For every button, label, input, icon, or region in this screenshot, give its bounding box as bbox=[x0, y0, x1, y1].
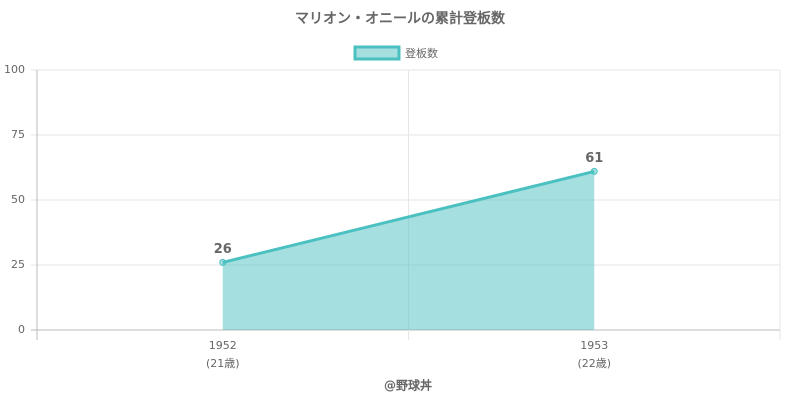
y-tick-label: 25 bbox=[11, 258, 25, 271]
y-tick-label: 100 bbox=[4, 63, 25, 76]
area bbox=[222, 171, 595, 330]
data-label: 26 bbox=[214, 242, 232, 257]
data-label: 61 bbox=[585, 151, 603, 166]
chart-title: マリオン・オニールの累計登板数 bbox=[295, 10, 506, 27]
y-tick-label: 50 bbox=[11, 193, 25, 206]
line bbox=[222, 169, 595, 264]
x-tick-label: (22歳) bbox=[577, 357, 611, 370]
x-tick-label: 1953 bbox=[580, 339, 608, 352]
x-axis-title: @野球丼 bbox=[384, 378, 432, 393]
point bbox=[590, 167, 598, 175]
y-tick-label: 0 bbox=[18, 323, 25, 336]
x-tick-label: 1952 bbox=[209, 339, 237, 352]
y-tick-label: 75 bbox=[11, 128, 25, 141]
x-tick-label: (21歳) bbox=[206, 357, 240, 370]
point bbox=[219, 258, 227, 266]
legend-swatch bbox=[353, 45, 401, 61]
legend-label: 登板数 bbox=[405, 46, 438, 60]
